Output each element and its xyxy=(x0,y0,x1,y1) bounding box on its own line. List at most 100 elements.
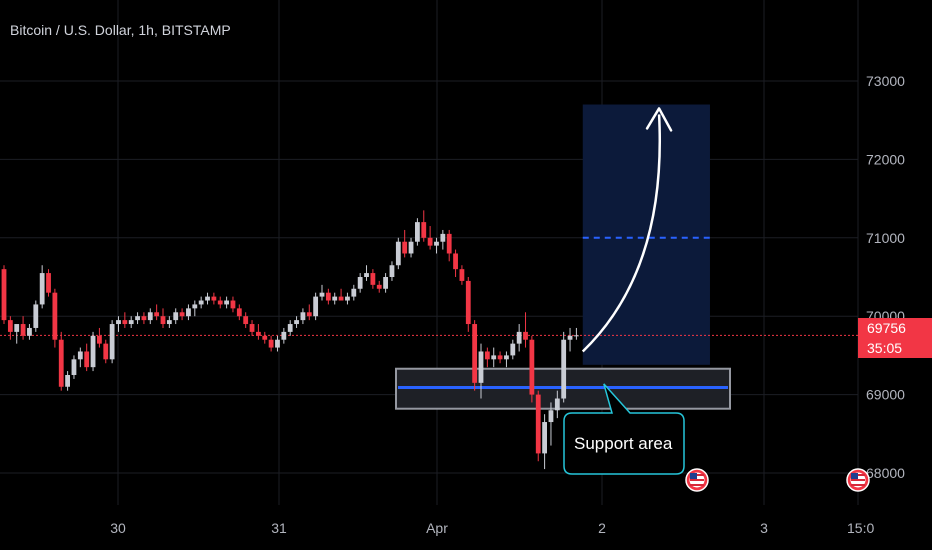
candle-body xyxy=(179,312,185,317)
candle-body xyxy=(186,308,191,317)
candle-body xyxy=(27,327,32,336)
candle-body xyxy=(236,308,242,317)
candle-body xyxy=(300,312,306,321)
candle-body xyxy=(421,222,427,238)
candle-body xyxy=(103,343,109,360)
candle-body xyxy=(166,320,172,325)
candle-body xyxy=(567,335,573,340)
candle-body xyxy=(224,300,229,305)
candle-body xyxy=(542,422,547,454)
event-flags xyxy=(685,468,870,492)
grid xyxy=(0,0,859,505)
candle-body xyxy=(154,312,160,317)
candle-body xyxy=(97,335,102,344)
candle-body xyxy=(135,316,140,321)
target-zone xyxy=(582,104,710,365)
candle-body xyxy=(427,237,433,246)
candle-body xyxy=(262,335,268,340)
candle-body xyxy=(389,265,395,277)
y-tick-label: 68000 xyxy=(866,465,905,481)
candle-body xyxy=(52,292,58,340)
candle-body xyxy=(256,331,261,336)
candle-body xyxy=(332,296,338,301)
candle-body xyxy=(446,233,452,254)
callout-label: Support area xyxy=(574,434,673,453)
candle-body xyxy=(249,324,255,332)
us-flag-icon[interactable] xyxy=(685,468,709,492)
y-tick-label: 73000 xyxy=(866,73,905,89)
x-tick-label: Apr xyxy=(426,520,448,536)
candle-body xyxy=(71,359,77,375)
candles xyxy=(1,210,579,470)
projection-arrow xyxy=(581,114,661,353)
candle-body xyxy=(268,339,274,348)
candle-body xyxy=(90,335,96,368)
candle-body xyxy=(39,273,45,305)
candle-body xyxy=(7,320,13,332)
candle-body xyxy=(338,296,344,301)
candle-body xyxy=(325,292,331,301)
candle-body xyxy=(440,233,446,242)
candle-body xyxy=(58,339,64,387)
candle-body xyxy=(77,351,83,360)
candle-body xyxy=(574,335,579,337)
candle-body xyxy=(510,343,516,356)
candle-body xyxy=(147,312,153,321)
candle-body xyxy=(484,351,490,360)
x-tick-label: 2 xyxy=(598,520,606,536)
candle-body xyxy=(535,394,541,454)
candle-body xyxy=(497,355,503,360)
candle-body xyxy=(383,277,388,289)
candle-body xyxy=(478,351,484,383)
candle-body xyxy=(160,316,166,325)
candle-countdown: 35:05 xyxy=(858,338,932,358)
y-tick-label: 72000 xyxy=(866,151,905,167)
candle-body xyxy=(128,320,134,325)
last-price-label: 69756 xyxy=(858,318,932,338)
candle-body xyxy=(395,241,401,266)
candle-body xyxy=(434,241,439,246)
candle-body xyxy=(141,316,147,321)
candle-body xyxy=(20,324,26,336)
candle-body xyxy=(205,296,210,301)
candle-body xyxy=(198,300,204,305)
x-tick-label: 31 xyxy=(271,520,287,536)
candle-body xyxy=(281,331,287,340)
candle-body xyxy=(243,316,249,325)
us-flag-icon[interactable] xyxy=(846,468,870,492)
candle-body xyxy=(516,331,522,344)
annotation-layer-front: Support area xyxy=(563,107,685,475)
candle-body xyxy=(357,277,363,289)
candle-body xyxy=(364,273,369,277)
candle-body xyxy=(491,355,497,360)
candle-body xyxy=(529,339,535,395)
candle-body xyxy=(294,320,299,325)
projection-arrowhead xyxy=(645,107,673,132)
candle-body xyxy=(14,324,20,332)
chart-title: Bitcoin / U.S. Dollar, 1h, BITSTAMP xyxy=(10,22,231,38)
x-tick-label: 3 xyxy=(760,520,768,536)
candle-body xyxy=(319,292,325,297)
candle-body xyxy=(84,351,90,368)
candle-body xyxy=(561,339,567,399)
candle-body xyxy=(459,269,465,281)
x-tick-label: 15:0 xyxy=(847,520,874,536)
candle-body xyxy=(370,273,376,285)
candle-body xyxy=(173,312,179,321)
candle-body xyxy=(313,296,319,317)
candle-body xyxy=(192,304,198,309)
x-tick-label: 30 xyxy=(110,520,126,536)
candle-body xyxy=(1,269,7,321)
y-tick-label: 69000 xyxy=(866,387,905,403)
candle-body xyxy=(122,320,128,325)
candle-body xyxy=(116,320,121,325)
candle-body xyxy=(554,398,560,411)
candle-body xyxy=(408,241,414,254)
candle-body xyxy=(217,300,223,305)
candle-body xyxy=(376,284,382,289)
countdown-value: 35:05 xyxy=(867,340,903,356)
candle-body xyxy=(65,375,70,387)
candle-body xyxy=(415,222,420,242)
